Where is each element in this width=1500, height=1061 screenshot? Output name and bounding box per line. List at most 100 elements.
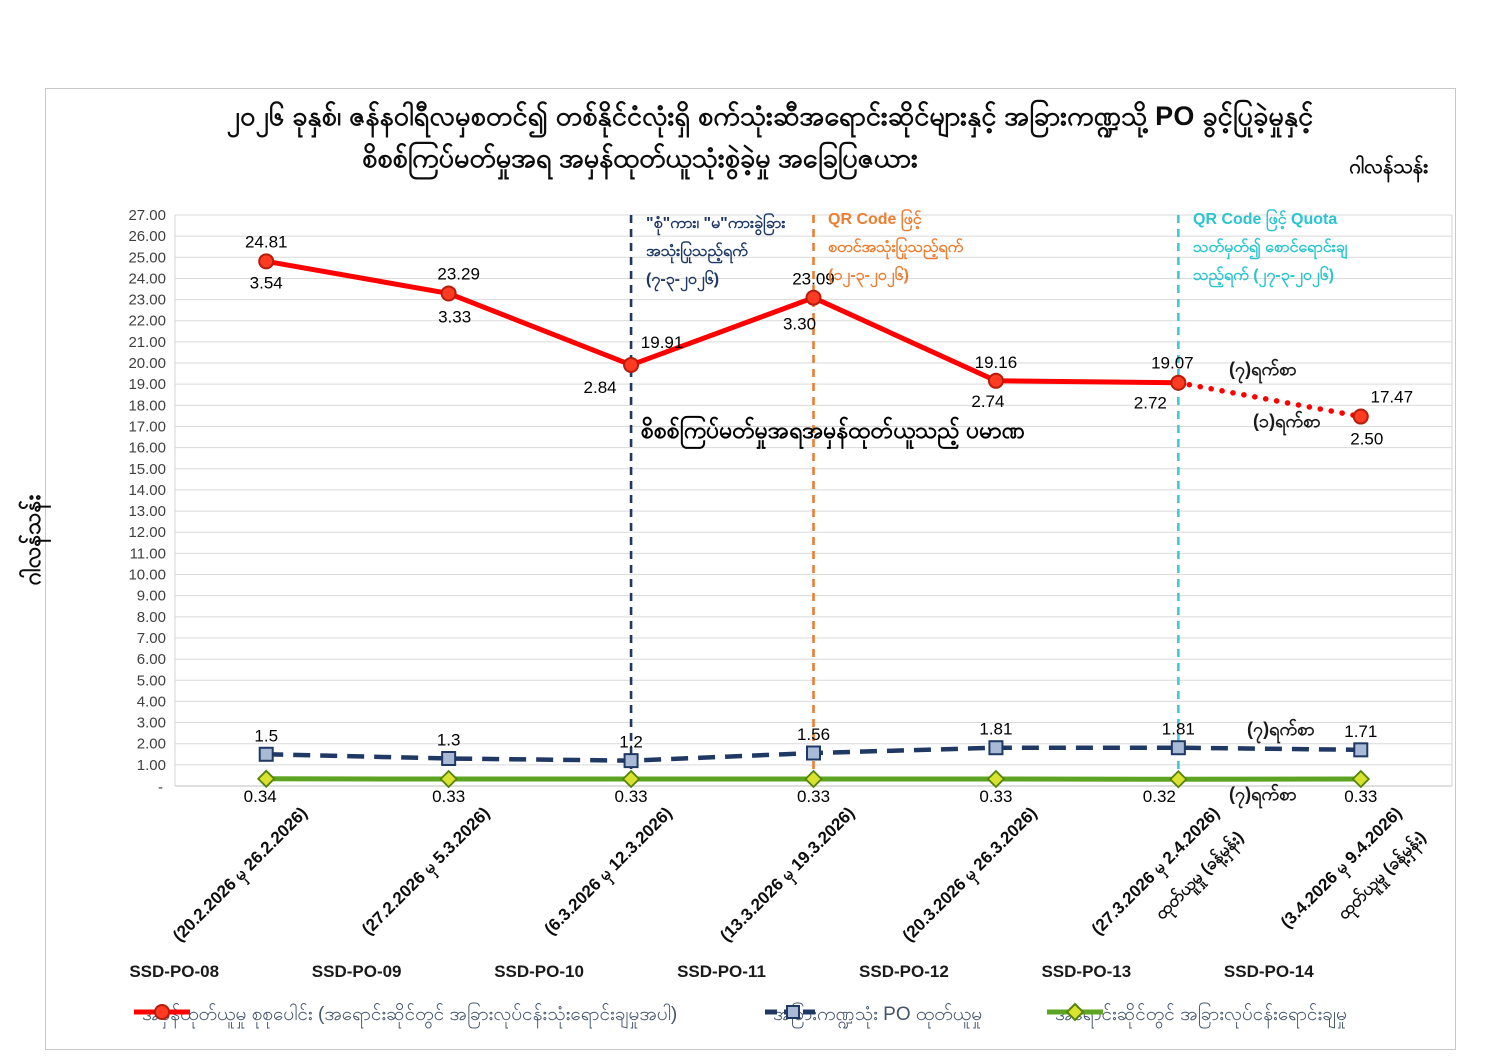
green-value-label: 0.33 xyxy=(432,787,465,806)
annotation-line: "စုံ"ကား၊ "မ"ကားခွဲခြား xyxy=(646,215,786,232)
x-category-label: SSD-PO-09 xyxy=(312,962,402,981)
annotation-line: အသုံးပြုသည့်ရက် xyxy=(646,243,748,260)
legend-item-other-sector-po: အခြားကဏ္ဍသုံး PO ထုတ်ယူမှု xyxy=(764,1002,982,1030)
legend-swatch xyxy=(134,1004,190,1020)
red-value-label: 24.81 xyxy=(245,232,288,251)
y-tick-label: 26.00 xyxy=(128,228,166,245)
chart-title-line2: စိစစ်ကြပ်မတ်မှုအရ အမှန်ထုတ်ယူသုံးစွဲခဲ့မ… xyxy=(362,143,918,173)
red-secondary-label: 2.84 xyxy=(584,378,617,397)
red-value-label: 17.47 xyxy=(1371,388,1414,407)
legend-item-other-business-sales: အရောင်းဆိုင်တွင် အခြားလုပ်ငန်းရောင်းချမှ… xyxy=(1046,1002,1347,1030)
y-tick-label: 3.00 xyxy=(137,715,166,732)
blue-square-marker xyxy=(258,746,274,762)
y-tick-label: 13.00 xyxy=(128,503,166,520)
green-value-label: 0.34 xyxy=(244,787,277,806)
red-circle-marker xyxy=(805,289,822,306)
y-tick-label-zero: - xyxy=(158,779,163,796)
y-tick-label: 18.00 xyxy=(128,397,166,414)
seven-days-note-bottom: (၇)ရက်စာ xyxy=(1229,784,1297,804)
x-date-extra-label: ထုတ်ယူမှု (ခန့်မှန်း) xyxy=(1333,827,1433,927)
blue-value-label: 1.2 xyxy=(619,733,643,752)
annotation-line: သတ်မှတ်၍ စောင်ရောင်းချ xyxy=(1193,239,1348,256)
y-tick-label: 27.00 xyxy=(128,207,166,224)
y-tick-label: 15.00 xyxy=(128,461,166,478)
x-axis-date-labels: (20.2.2026 မှ 26.2.2026) (27.2.2026 မှ 5.… xyxy=(169,803,1433,948)
y-tick-label: 9.00 xyxy=(137,588,166,605)
y-tick-label: 17.00 xyxy=(128,418,166,435)
y-axis-tick-labels: 27.00 26.00 25.00 24.00 23.00 22.00 21.00 20.00… xyxy=(128,207,166,796)
chart-frame xyxy=(45,88,1456,1050)
blue-value-label: 1.5 xyxy=(254,726,278,745)
red-circle-marker xyxy=(1170,374,1187,391)
legend-label: အရောင်းဆိုင်တွင် အခြားလုပ်ငန်းရောင်းချမှ… xyxy=(1055,1004,1347,1025)
green-diamond-marker xyxy=(1169,769,1188,789)
green-diamond-marker xyxy=(1351,769,1371,789)
blue-value-label: 1.56 xyxy=(797,725,830,744)
legend-item-actual-withdrawal: အမှန်ထုတ်ယူမှု စုစုပေါင်း (အရောင်းဆိုင်တ… xyxy=(133,1002,677,1030)
blue-square-marker xyxy=(623,753,639,769)
x-category-label: SSD-PO-12 xyxy=(859,962,949,981)
red-series-line-solid xyxy=(265,258,1179,386)
blue-square-marker xyxy=(1353,742,1369,758)
y-tick-label: 5.00 xyxy=(137,672,166,689)
blue-value-label: 1.81 xyxy=(1162,720,1195,739)
blue-value-label: 1.3 xyxy=(437,731,461,750)
red-circle-marker xyxy=(1352,408,1369,425)
red-circle-marker xyxy=(258,253,275,270)
green-value-label: 0.33 xyxy=(797,787,830,806)
annotation-line: (၁၂-၃-၂၀၂၆) xyxy=(828,267,909,284)
seven-days-note-top: (၇)ရက်စာ xyxy=(1229,359,1297,379)
x-category-label: SSD-PO-08 xyxy=(129,962,219,981)
red-value-label: 19.91 xyxy=(641,333,684,352)
legend-swatch xyxy=(765,1005,821,1019)
red-circle-marker xyxy=(623,356,640,373)
y-tick-label: 22.00 xyxy=(128,313,166,330)
red-secondary-label: 3.33 xyxy=(438,307,471,326)
x-category-label: SSD-PO-14 xyxy=(1224,962,1314,981)
seven-days-note-mid: (၇)ရက်စာ xyxy=(1247,719,1315,739)
y-tick-label: 11.00 xyxy=(130,545,166,562)
red-series-line-dotted-forecast xyxy=(1175,379,1364,420)
blue-square-marker xyxy=(1170,740,1186,756)
blue-value-label: 1.81 xyxy=(979,720,1012,739)
blue-square-marker xyxy=(806,745,821,761)
x-date-label: (6.3.2026 မှ 12.3.2026) xyxy=(541,803,680,942)
legend-label: အခြားကဏ္ဍသုံး PO ထုတ်ယူမှု xyxy=(773,1004,983,1025)
green-value-label: 0.33 xyxy=(1344,787,1377,806)
green-diamond-marker xyxy=(621,769,641,789)
green-diamond-marker xyxy=(256,769,276,789)
red-value-label: 19.07 xyxy=(1151,354,1194,373)
annotation-line: QR Code ဖြင့် Quota xyxy=(1193,211,1338,228)
markers xyxy=(256,253,1371,789)
green-diamond-marker xyxy=(439,769,458,789)
x-category-label: SSD-PO-13 xyxy=(1041,962,1131,981)
green-value-label: 0.32 xyxy=(1143,787,1176,806)
annotation-line: စတင်အသုံးပြုသည့်ရက် xyxy=(828,239,964,256)
x-category-label: SSD-PO-11 xyxy=(677,962,766,981)
chart-title-line1: ၂၀၂၆ ခုနှစ်၊ ဇန်နဝါရီလမှစတင်၍ တစ်နိုင်ငံ… xyxy=(226,101,1314,131)
legend-label: အမှန်ထုတ်ယူမှု စုစုပေါင်း (အရောင်းဆိုင်တ… xyxy=(142,1004,678,1025)
annotation-cyan-vline-note: QR Code ဖြင့် Quota သတ်မှတ်၍ စောင်ရောင်း… xyxy=(1193,206,1347,290)
unit-label-top-right: ဂါလန်သန်း xyxy=(1349,156,1428,178)
y-tick-label: 14.00 xyxy=(128,482,166,499)
center-note: စိစစ်ကြပ်မတ်မှုအရအမှန်ထုတ်ယူသည့် ပမာဏ xyxy=(640,417,1026,443)
green-value-label: 0.33 xyxy=(615,787,648,806)
red-circle-marker xyxy=(987,372,1004,389)
y-tick-label: 24.00 xyxy=(128,270,166,287)
y-tick-label: 6.00 xyxy=(137,651,166,668)
x-date-label: (20.3.2026 မှ 26.3.2026) xyxy=(899,803,1044,948)
green-value-label: 0.33 xyxy=(979,787,1012,806)
one-day-note: (၁)ရက်စာ xyxy=(1253,411,1321,431)
blue-square-marker xyxy=(441,751,457,767)
y-tick-label: 23.00 xyxy=(128,292,166,309)
x-date-label: (20.2.2026 မှ 26.2.2026) xyxy=(169,803,314,948)
legend-swatch xyxy=(1047,1002,1103,1022)
red-value-label: 19.16 xyxy=(975,353,1018,372)
y-tick-label: 12.00 xyxy=(128,524,166,541)
y-tick-label: 16.00 xyxy=(128,440,166,457)
y-tick-label: 2.00 xyxy=(137,736,166,753)
x-date-label: (27.2.2026 မှ 5.3.2026) xyxy=(358,803,497,942)
y-tick-label: 19.00 xyxy=(128,376,166,393)
green-diamond-marker xyxy=(804,769,823,789)
blue-square-marker xyxy=(988,740,1004,756)
